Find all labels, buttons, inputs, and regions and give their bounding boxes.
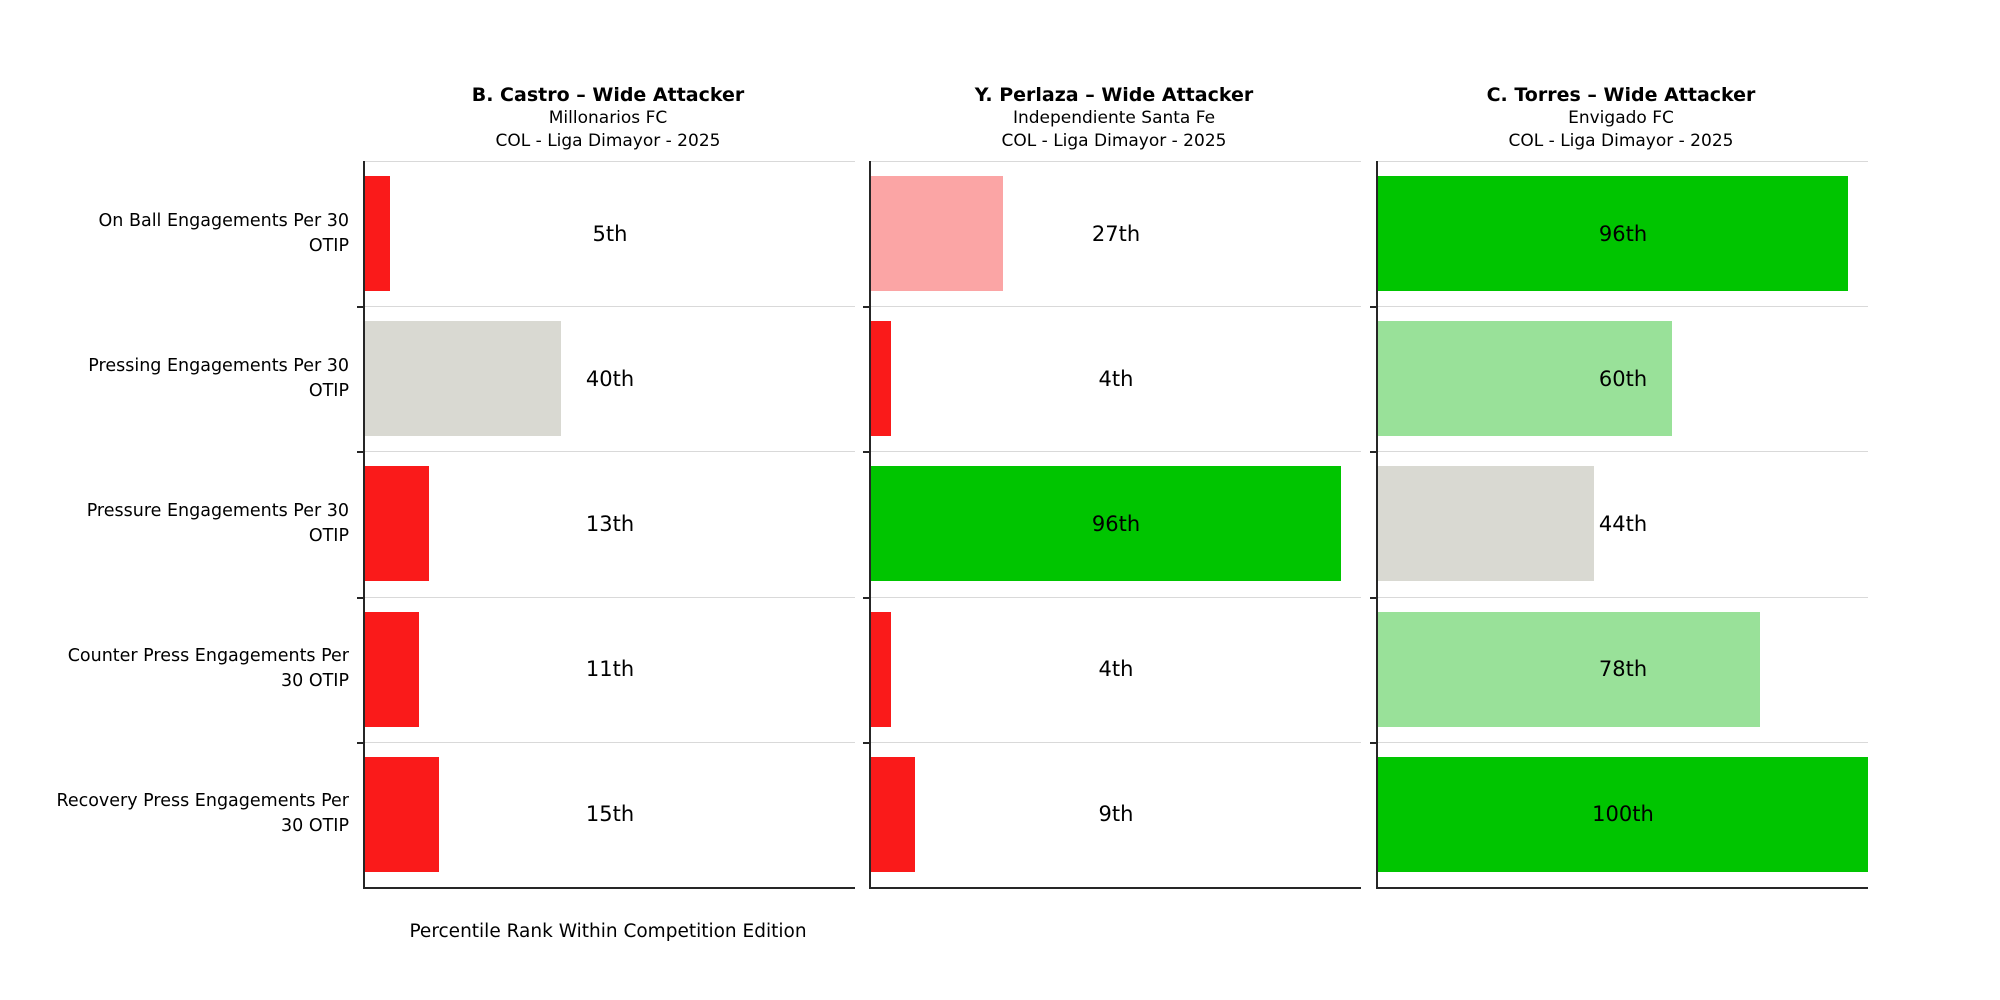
percentile-bar — [1378, 466, 1594, 582]
percentile-bar — [365, 611, 419, 727]
metric-label-line: OTIP — [308, 525, 349, 546]
row-separator — [871, 596, 1361, 598]
row-separator — [1378, 741, 1868, 743]
y-axis-tick — [357, 306, 365, 309]
percentile-bar — [365, 756, 439, 872]
row-separator — [1378, 306, 1868, 308]
y-axis-tick — [863, 451, 871, 454]
y-axis-tick — [863, 596, 871, 599]
metric-label-line: OTIP — [308, 235, 349, 256]
percentile-bar — [871, 466, 1342, 582]
row-separator — [871, 451, 1361, 453]
percentile-bar — [1378, 756, 1868, 872]
metric-label: Counter Press Engagements Per 30 OTIP — [0, 597, 355, 742]
bar-value-label: 4th — [1098, 366, 1134, 391]
row-separator — [1378, 596, 1868, 598]
team-name: Envigado FC — [1568, 108, 1674, 128]
panel-title: C. Torres – Wide Attacker Envigado FC COL … — [1376, 84, 1866, 153]
row-separator — [365, 741, 855, 743]
bar-value-label: 15th — [585, 802, 635, 827]
panel: 27th 4th 96th 4th 9th — [863, 161, 1361, 889]
panel-title: Y. Perlaza – Wide Attacker Independiente … — [869, 84, 1359, 153]
y-axis-tick — [1370, 596, 1378, 599]
y-axis-tick — [1370, 306, 1378, 309]
competition-name: COL - Liga Dimayor - 2025 — [1001, 131, 1227, 151]
percentile-bar — [871, 321, 891, 437]
row-separator — [871, 161, 1361, 162]
team-name: Millonarios FC — [548, 108, 668, 128]
player-name: B. Castro – Wide Attacker — [471, 84, 745, 106]
player-name: Y. Perlaza – Wide Attacker — [974, 84, 1254, 106]
y-axis-tick — [357, 741, 365, 744]
metric-label: Pressing Engagements Per 30 OTIP — [0, 306, 355, 451]
bar-value-label: 11th — [585, 657, 635, 682]
y-axis-tick — [1370, 741, 1378, 744]
percentile-bar — [1378, 611, 1761, 727]
bar-value-label: 78th — [1598, 657, 1648, 682]
metric-label-line: Recovery Press Engagements Per — [56, 791, 349, 812]
panel: 96th 60th 44th 78th 100th — [1370, 161, 1868, 889]
bar-value-label: 96th — [1091, 512, 1141, 536]
metric-label-line: Counter Press Engagements Per — [67, 646, 349, 667]
bar-value-label: 4th — [1098, 657, 1134, 682]
panel-title: B. Castro – Wide Attacker Millonarios FC C… — [363, 84, 853, 153]
bar-value-label: 96th — [1598, 221, 1648, 246]
percentile-bar — [1378, 321, 1672, 437]
metric-label: On Ball Engagements Per 30 OTIP — [0, 161, 355, 306]
bar-value-label: 100th — [1592, 802, 1654, 827]
metric-label-line: 30 OTIP — [280, 671, 349, 692]
row-separator — [871, 306, 1361, 308]
y-axis-tick — [357, 596, 365, 599]
metric-label: Recovery Press Engagements Per 30 OTIP — [0, 742, 355, 887]
percentile-bar — [365, 321, 561, 437]
metric-label-line: Pressure Engagements Per 30 — [86, 500, 349, 521]
team-name: Independiente Santa Fe — [1012, 108, 1216, 128]
row-separator — [365, 306, 855, 308]
y-axis-tick — [357, 451, 365, 454]
player-name: C. Torres – Wide Attacker — [1486, 84, 1756, 106]
y-axis-tick — [863, 306, 871, 309]
percentile-bar — [871, 611, 891, 727]
row-separator — [1378, 161, 1868, 162]
percentile-bar — [365, 176, 390, 291]
row-separator — [1378, 451, 1868, 453]
metric-label-line: OTIP — [308, 380, 349, 401]
row-separator — [871, 741, 1361, 743]
metric-label: Pressure Engagements Per 30 OTIP — [0, 451, 355, 596]
competition-name: COL - Liga Dimayor - 2025 — [495, 131, 721, 151]
percentile-bar — [1378, 176, 1849, 291]
percentile-bar — [365, 466, 429, 582]
bar-value-label: 27th — [1091, 221, 1141, 246]
panel: 5th 40th 13th 11th 15th — [357, 161, 855, 889]
y-axis-tick — [863, 741, 871, 744]
row-separator — [365, 451, 855, 453]
x-axis-label: Percentile Rank Within Competition Editi… — [409, 921, 807, 942]
bar-value-label: 40th — [585, 366, 635, 391]
percentile-bar — [871, 176, 1004, 291]
bar-value-label: 5th — [592, 221, 628, 246]
y-axis-tick — [1370, 451, 1378, 454]
bar-value-label: 13th — [585, 512, 635, 536]
metric-label-line: Pressing Engagements Per 30 — [88, 355, 349, 376]
bar-value-label: 9th — [1098, 802, 1134, 827]
metric-label-line: On Ball Engagements Per 30 — [98, 210, 349, 231]
metric-label-line: 30 OTIP — [280, 816, 349, 837]
row-separator — [365, 161, 855, 162]
percentile-bar — [871, 756, 916, 872]
competition-name: COL - Liga Dimayor - 2025 — [1508, 131, 1734, 151]
row-separator — [365, 596, 855, 598]
bar-value-label: 60th — [1598, 366, 1648, 391]
bar-value-label: 44th — [1598, 512, 1648, 536]
